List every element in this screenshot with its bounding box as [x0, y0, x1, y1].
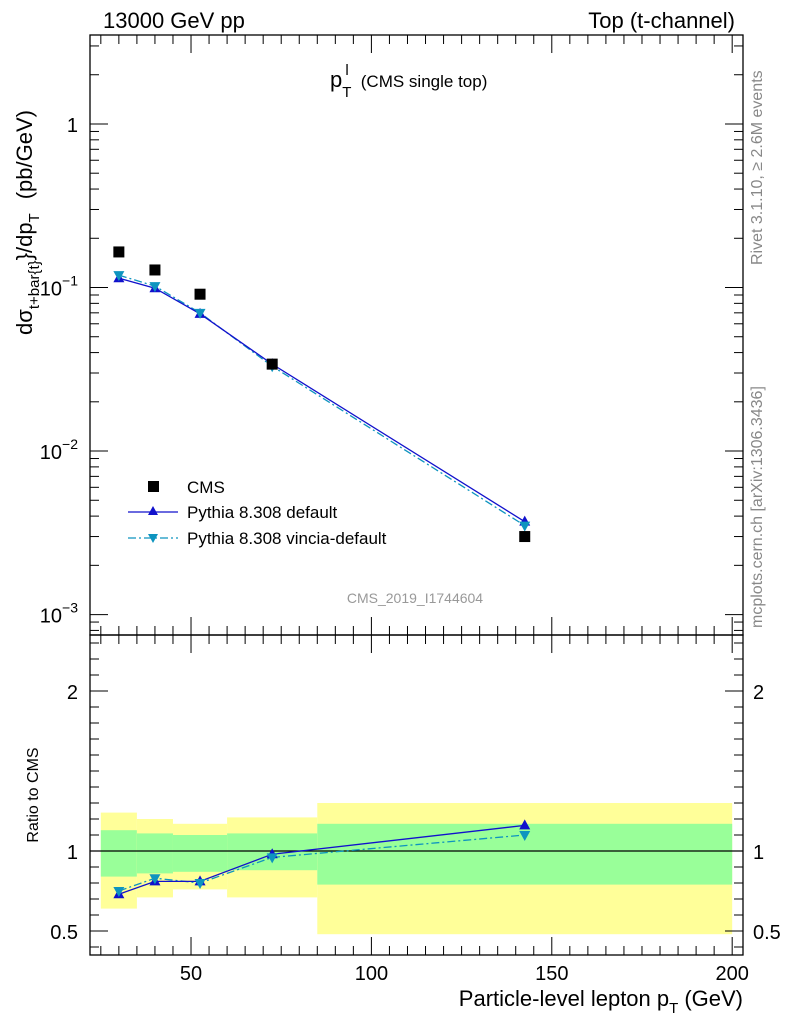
ratio-frame: [89, 634, 744, 956]
marker-cms: [519, 531, 531, 543]
x-tick-label: 200: [715, 963, 748, 985]
y-tick-label: 10−2: [40, 436, 78, 464]
ratio-marker-default: [519, 819, 531, 830]
ratio-panel: 0.5 0.5 1 1 2 2 50 100 150 200 Ratio to CMS Parti…: [25, 634, 781, 1017]
marker-cms: [113, 246, 125, 258]
y-label-sub: t+bar{t}: [26, 260, 43, 309]
rivet-note: Rivet 3.1.10, ≥ 2.6M events: [749, 70, 766, 265]
marker-cms: [266, 358, 278, 370]
ratio-marker-vincia: [149, 874, 161, 885]
band-inner: [172, 835, 228, 872]
main-axis-ticks: 110−110−210−3: [40, 35, 743, 635]
plot-title-sub: T: [342, 84, 351, 101]
ratio-y-tick-label-right: 1: [753, 842, 764, 864]
ratio-series: [113, 819, 531, 899]
legend: CMS Pythia 8.308 default Pythia 8.308 vi…: [128, 478, 387, 548]
x-label-main: Particle-level lepton p: [459, 986, 669, 1011]
ratio-marker-vincia: [519, 831, 531, 841]
band-inner: [136, 833, 173, 874]
analysis-watermark: CMS_2019_I1744604: [347, 590, 483, 606]
legend-label-vincia: Pythia 8.308 vincia-default: [187, 529, 387, 548]
y-axis-label: dσt+bar{t}}/dpT (pb/GeV): [12, 110, 43, 335]
plot-title-sup: l: [345, 62, 348, 79]
marker-cms: [194, 288, 206, 300]
ratio-marker-vincia: [113, 887, 125, 897]
y-tick-label-exponent: −2: [62, 436, 78, 452]
legend-marker-cms: [148, 481, 159, 492]
ratio-axis-ticks: 0.5 0.5 1 1 2 2 50 100 150 200: [50, 635, 781, 985]
y-label-b: }/dp: [12, 222, 37, 260]
y-tick-label: 1: [67, 115, 78, 137]
ratio-y-tick-label-right: 0.5: [753, 922, 781, 944]
x-label-rest: (GeV): [684, 986, 743, 1011]
legend-marker-vincia: [148, 534, 158, 543]
y-tick-label-base: 10: [40, 606, 62, 628]
y-label-c: (pb/GeV): [12, 110, 37, 199]
header-right: Top (t-channel): [588, 8, 735, 33]
ratio-y-tick-label: 2: [67, 682, 78, 704]
band-inner: [100, 830, 137, 877]
ratio-marker-vincia: [266, 853, 278, 864]
y-tick-label-exponent: −3: [62, 600, 78, 616]
plot-title-main: p: [330, 67, 342, 92]
ratio-marker-vincia: [194, 879, 206, 889]
ratio-y-axis-label: Ratio to CMS: [25, 747, 42, 842]
y-tick-label: 10−3: [40, 600, 78, 628]
ratio-y-tick-label: 0.5: [50, 922, 78, 944]
y-tick-label: 10−1: [40, 273, 78, 301]
x-axis-label: Particle-level lepton pT (GeV): [459, 986, 743, 1017]
x-tick-label: 50: [180, 963, 202, 985]
y-tick-label-base: 10: [40, 442, 62, 464]
x-label-sub: T: [669, 1000, 678, 1017]
ratio-y-tick-label-right: 2: [753, 682, 764, 704]
mcplots-note: mcplots.cern.ch [arXiv:1306.3436]: [749, 386, 766, 628]
series-line-default: [118, 277, 526, 523]
marker-vincia: [194, 308, 206, 319]
plot-title-rest: (CMS single top): [361, 72, 488, 91]
main-series: [113, 246, 531, 543]
header-left: 13000 GeV pp: [103, 8, 245, 33]
plot-title: pTl (CMS single top): [330, 62, 487, 101]
series-line-vincia: [118, 274, 526, 527]
legend-label-cms: CMS: [187, 478, 225, 497]
y-tick-label-base: 10: [40, 279, 62, 301]
ratio-uncertainty-bands: [100, 803, 733, 935]
marker-cms: [149, 264, 161, 276]
marker-vincia: [113, 271, 125, 282]
ratio-y-tick-label: 1: [67, 842, 78, 864]
main-panel: 110−110−210−3 pTl(CMS single top) CMS_20…: [12, 34, 744, 636]
y-label-sub2: T: [26, 213, 43, 222]
x-tick-label: 100: [355, 963, 388, 985]
marker-vincia: [519, 521, 531, 532]
y-tick-label-exponent: −1: [62, 273, 78, 289]
x-tick-label: 150: [535, 963, 568, 985]
y-label-a: dσ: [12, 309, 37, 335]
legend-label-default: Pythia 8.308 default: [187, 503, 338, 522]
marker-vincia: [149, 282, 161, 293]
legend-marker-default: [148, 506, 158, 515]
